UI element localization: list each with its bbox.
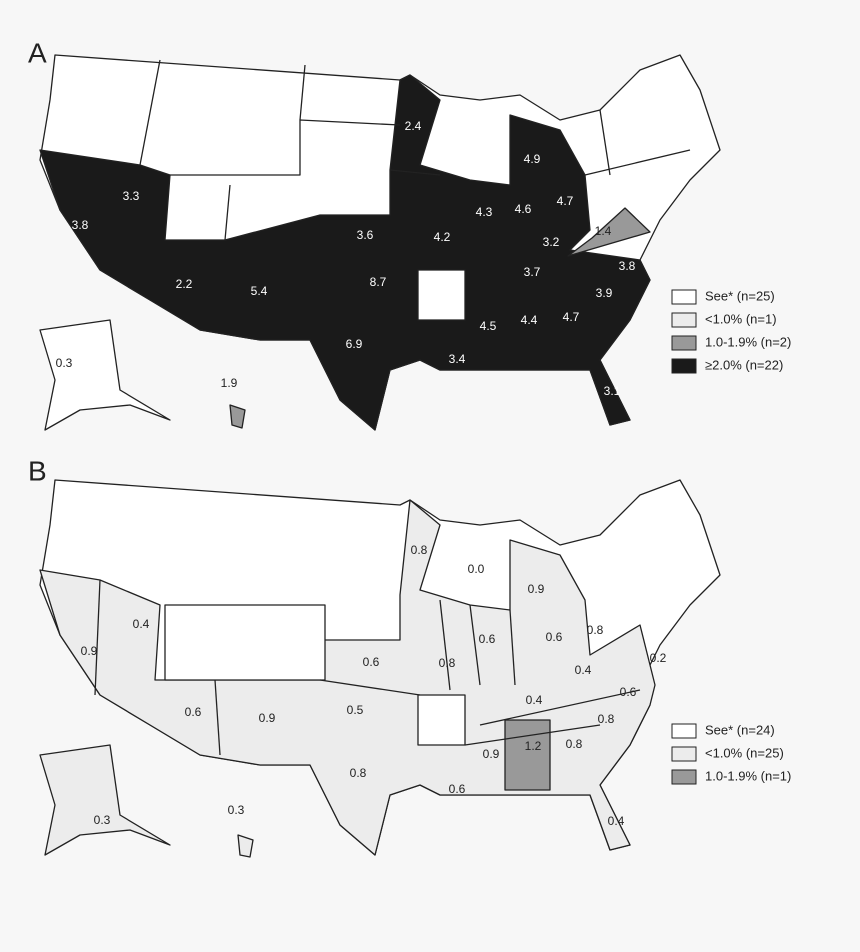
state-value: 4.7: [563, 310, 580, 324]
gray-state: [504, 719, 551, 791]
state-value: 3.3: [123, 189, 140, 203]
legend-swatch: [671, 746, 697, 762]
state-value: 0.6: [479, 632, 496, 646]
panel-label: A: [28, 37, 47, 68]
state-value: 0.3: [228, 803, 245, 817]
light-states-west: [39, 499, 656, 856]
state-value: 4.9: [524, 152, 541, 166]
dark-states: [39, 74, 651, 431]
state-value: 0.8: [566, 737, 583, 751]
state-value: 6.9: [346, 337, 363, 351]
white-state: [417, 694, 466, 746]
state-value: 8.7: [370, 275, 387, 289]
state-value: 0.8: [598, 712, 615, 726]
state-value: 0.6: [363, 655, 380, 669]
hawaii: [237, 834, 254, 858]
state-borders: [94, 579, 641, 756]
legend-swatch: [671, 723, 697, 739]
state-value: 0.8: [439, 656, 456, 670]
legend-label: ≥2.0% (n=22): [705, 357, 783, 372]
state-value: 3.8: [619, 259, 636, 273]
hawaii: [229, 404, 246, 429]
state-value: 4.5: [480, 319, 497, 333]
state-value: 0.2: [650, 651, 667, 665]
state-value: 2.2: [176, 277, 193, 291]
legend-swatch: [671, 289, 697, 305]
panel-label: B: [28, 455, 47, 486]
state-value: 0.3: [56, 356, 73, 370]
state-value: 0.3: [94, 813, 111, 827]
white-states: [164, 604, 326, 681]
panel-a-map: [39, 54, 721, 431]
legend-label: 1.0-1.9% (n=2): [705, 334, 791, 349]
alaska: [39, 319, 171, 431]
state-value: 2.4: [405, 119, 422, 133]
legend-label: <1.0% (n=1): [705, 311, 777, 326]
state-value: 3.6: [357, 228, 374, 242]
state-value: 0.6: [620, 685, 637, 699]
panel-b-map: [39, 479, 721, 858]
state-value: 0.8: [411, 543, 428, 557]
state-value: 0.4: [133, 617, 150, 631]
state-value: 3.8: [72, 218, 89, 232]
state-value: 0.8: [350, 766, 367, 780]
alaska: [39, 744, 171, 856]
state-value: 0.9: [259, 711, 276, 725]
state-value: 4.4: [521, 313, 538, 327]
legend-swatch: [671, 312, 697, 328]
state-value: 5.4: [251, 284, 268, 298]
legend-label: 1.0-1.9% (n=1): [705, 768, 791, 783]
state-value: 3.9: [596, 286, 613, 300]
state-value: 3.2: [543, 235, 560, 249]
legend-swatch: [671, 769, 697, 785]
state-value: 0.9: [483, 747, 500, 761]
white-state: [417, 269, 466, 321]
legend-label: See* (n=25): [705, 288, 775, 303]
state-value: 0.6: [546, 630, 563, 644]
state-value: 0.4: [608, 814, 625, 828]
state-borders: [139, 59, 691, 241]
state-value: 4.7: [557, 194, 574, 208]
gray-state: [567, 207, 651, 257]
state-value: 4.3: [476, 205, 493, 219]
state-value: 0.9: [81, 644, 98, 658]
state-value: 0.4: [526, 693, 543, 707]
state-value: 4.2: [434, 230, 451, 244]
state-value: 0.6: [185, 705, 202, 719]
state-value: 0.4: [575, 663, 592, 677]
state-value: 0.0: [468, 562, 485, 576]
state-value: 3.7: [524, 265, 541, 279]
state-value: 1.4: [595, 224, 612, 238]
state-value: 0.5: [347, 703, 364, 717]
state-value: 4.6: [515, 202, 532, 216]
state-value: 3.1: [604, 384, 621, 398]
legend-swatch: [671, 358, 697, 374]
legend-swatch: [671, 335, 697, 351]
legend-label: See* (n=24): [705, 722, 775, 737]
state-value: 1.9: [221, 376, 238, 390]
legend-label: <1.0% (n=25): [705, 745, 784, 760]
state-value: 3.4: [449, 352, 466, 366]
state-value: 0.6: [449, 782, 466, 796]
state-value: 1.2: [525, 739, 542, 753]
state-value: 0.9: [528, 582, 545, 596]
state-value: 0.8: [587, 623, 604, 637]
